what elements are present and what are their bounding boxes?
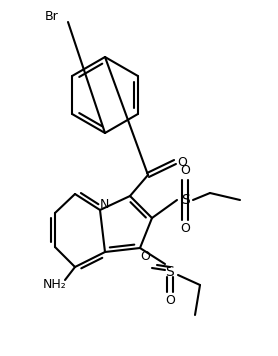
Text: S: S — [181, 193, 189, 207]
Text: O: O — [180, 164, 190, 178]
Text: O: O — [140, 251, 150, 263]
Text: NH₂: NH₂ — [43, 278, 67, 292]
Text: Br: Br — [45, 10, 59, 22]
Text: O: O — [177, 156, 187, 168]
Text: S: S — [166, 265, 174, 279]
Text: O: O — [165, 294, 175, 308]
Text: O: O — [180, 222, 190, 236]
Text: N: N — [99, 198, 109, 210]
